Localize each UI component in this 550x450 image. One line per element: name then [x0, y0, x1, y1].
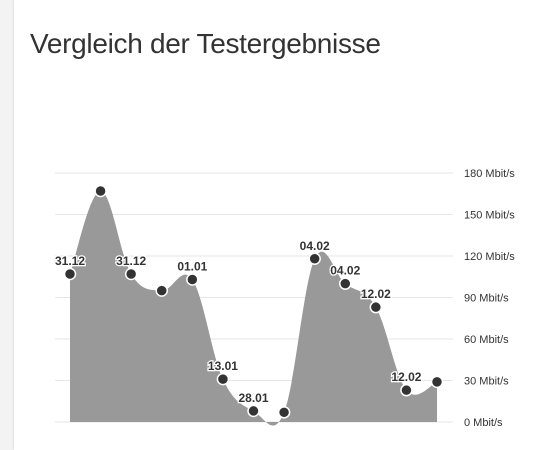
data-point[interactable] — [124, 267, 138, 281]
data-point[interactable] — [339, 277, 352, 290]
data-point[interactable] — [155, 284, 168, 297]
y-tick-label: 30 Mbit/s — [464, 376, 509, 388]
point-label: 04.02 — [300, 239, 330, 253]
y-tick-label: 0 Mbit/s — [464, 417, 503, 429]
data-point[interactable] — [186, 273, 199, 286]
point-label: 31.12 — [55, 254, 85, 268]
y-tick-label: 60 Mbit/s — [464, 334, 509, 346]
data-point[interactable] — [369, 300, 383, 314]
y-tick-label: 90 Mbit/s — [464, 293, 509, 305]
data-point[interactable] — [430, 375, 444, 389]
point-label: 31.12 — [116, 254, 146, 268]
point-labels: 31.12 31.12 01.0113.0128.0104.0204.0212.02… — [54, 238, 423, 407]
data-point[interactable] — [63, 267, 77, 281]
series-area — [70, 190, 437, 426]
data-point[interactable] — [247, 404, 260, 418]
point-label: 13.01 — [208, 359, 238, 373]
point-label: 28.01 — [238, 391, 268, 405]
data-point[interactable] — [277, 406, 291, 419]
data-point[interactable] — [400, 383, 413, 397]
series-markers — [63, 184, 444, 419]
data-point[interactable] — [308, 252, 321, 266]
point-label: 01.01 — [177, 260, 207, 274]
point-label: 04.02 — [330, 264, 360, 278]
point-label: 12.02 — [391, 370, 421, 384]
page-title: Vergleich der Testergebnisse — [30, 28, 381, 59]
y-tick-label: 150 Mbit/s — [464, 210, 515, 222]
y-tick-label: 180 Mbit/s — [464, 168, 515, 180]
data-point[interactable] — [216, 372, 230, 386]
point-label: 12.02 — [361, 287, 391, 301]
data-point[interactable] — [94, 184, 107, 198]
y-axis: 0 Mbit/s 30 Mbit/s 60 Mbit/s 90 Mbit/s 120 M… — [464, 168, 515, 429]
y-tick-label: 120 Mbit/s — [464, 251, 515, 263]
